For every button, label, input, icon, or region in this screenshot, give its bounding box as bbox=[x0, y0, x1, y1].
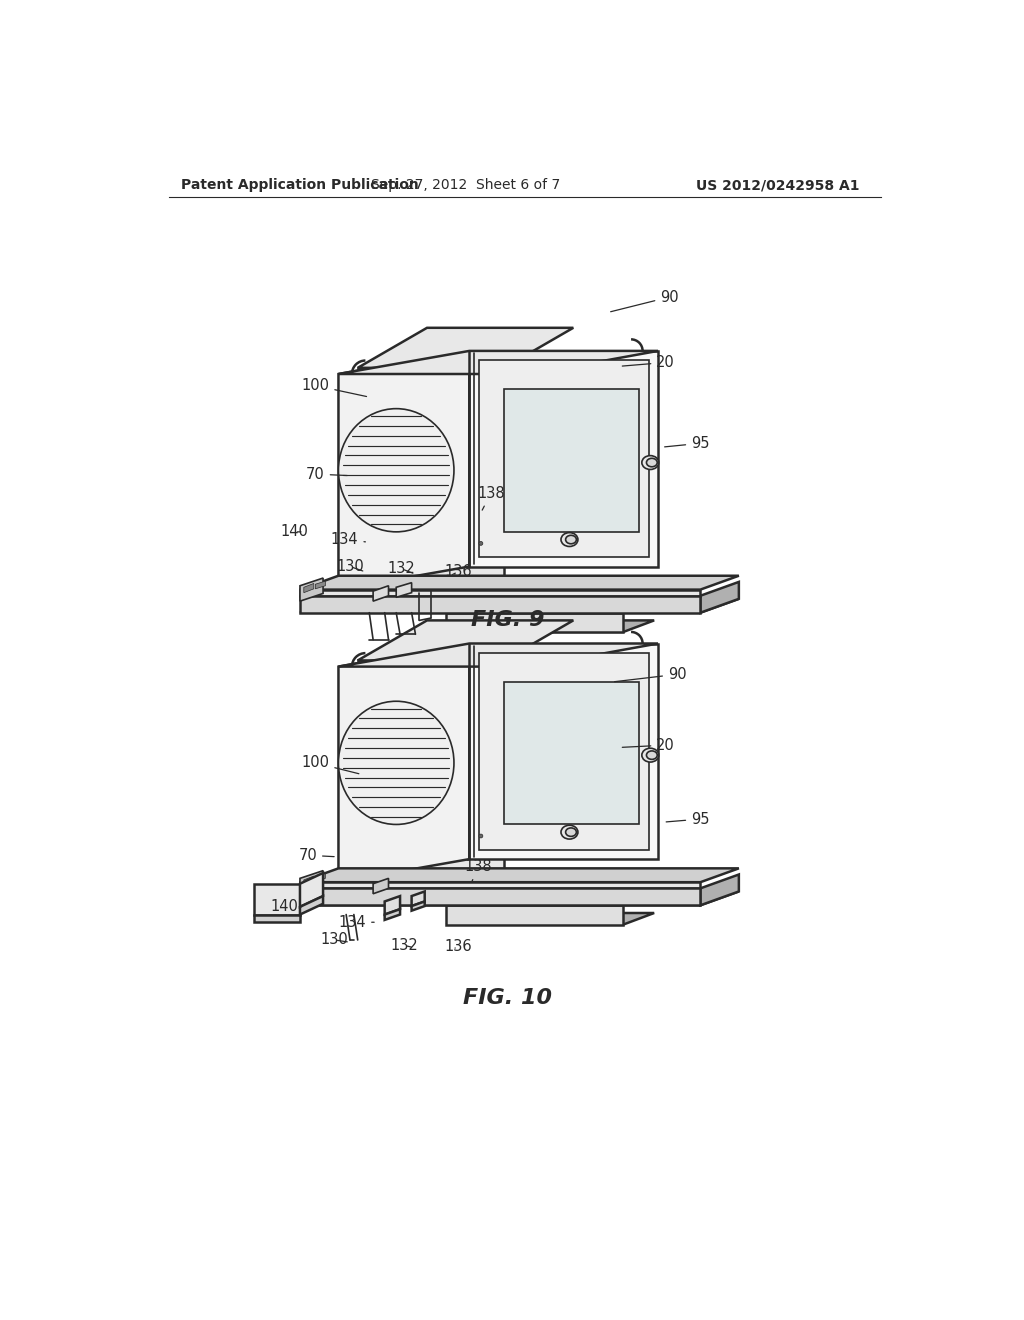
Polygon shape bbox=[504, 682, 639, 825]
Polygon shape bbox=[300, 576, 739, 590]
Ellipse shape bbox=[561, 825, 578, 840]
Text: 95: 95 bbox=[665, 436, 710, 451]
Text: 136: 136 bbox=[444, 565, 472, 579]
Polygon shape bbox=[339, 644, 469, 882]
Text: US 2012/0242958 A1: US 2012/0242958 A1 bbox=[695, 178, 859, 193]
Text: 130: 130 bbox=[336, 558, 364, 574]
Text: 100: 100 bbox=[301, 378, 367, 396]
Polygon shape bbox=[300, 871, 323, 894]
Text: 134: 134 bbox=[331, 532, 366, 546]
Polygon shape bbox=[300, 896, 323, 915]
Polygon shape bbox=[504, 389, 639, 532]
Polygon shape bbox=[254, 884, 300, 915]
Text: 70: 70 bbox=[306, 466, 347, 482]
Polygon shape bbox=[412, 891, 425, 906]
Text: Sep. 27, 2012  Sheet 6 of 7: Sep. 27, 2012 Sheet 6 of 7 bbox=[371, 178, 560, 193]
Ellipse shape bbox=[479, 834, 483, 838]
Text: 132: 132 bbox=[388, 561, 416, 577]
Polygon shape bbox=[315, 581, 326, 589]
Text: 20: 20 bbox=[623, 355, 675, 370]
Polygon shape bbox=[339, 644, 658, 667]
Text: 136: 136 bbox=[444, 940, 472, 954]
Polygon shape bbox=[700, 875, 739, 906]
Text: 100: 100 bbox=[301, 755, 358, 774]
Polygon shape bbox=[478, 653, 649, 850]
Polygon shape bbox=[412, 902, 425, 911]
Text: 138: 138 bbox=[465, 859, 493, 882]
Text: 90: 90 bbox=[614, 667, 686, 682]
Polygon shape bbox=[300, 891, 739, 906]
Polygon shape bbox=[300, 578, 323, 601]
Text: FIG. 9: FIG. 9 bbox=[471, 610, 545, 631]
Ellipse shape bbox=[646, 458, 657, 467]
Polygon shape bbox=[469, 644, 658, 859]
Polygon shape bbox=[446, 612, 624, 632]
Text: Patent Application Publication: Patent Application Publication bbox=[180, 178, 419, 193]
Ellipse shape bbox=[646, 751, 657, 759]
Text: 130: 130 bbox=[321, 932, 348, 948]
Polygon shape bbox=[304, 583, 313, 593]
Ellipse shape bbox=[339, 701, 454, 825]
Polygon shape bbox=[373, 586, 388, 601]
Polygon shape bbox=[300, 590, 700, 595]
Text: 138: 138 bbox=[477, 486, 505, 510]
Ellipse shape bbox=[479, 541, 483, 545]
Polygon shape bbox=[304, 876, 313, 886]
Polygon shape bbox=[300, 882, 700, 888]
Polygon shape bbox=[469, 351, 658, 566]
Text: 134: 134 bbox=[339, 915, 374, 929]
Ellipse shape bbox=[642, 748, 658, 762]
Polygon shape bbox=[254, 915, 300, 923]
Ellipse shape bbox=[561, 533, 578, 546]
Polygon shape bbox=[446, 913, 654, 924]
Polygon shape bbox=[300, 869, 739, 882]
Polygon shape bbox=[385, 896, 400, 915]
Polygon shape bbox=[300, 595, 700, 612]
Text: FIG. 10: FIG. 10 bbox=[463, 987, 552, 1007]
Polygon shape bbox=[357, 620, 573, 660]
Polygon shape bbox=[300, 599, 739, 612]
Polygon shape bbox=[357, 660, 504, 878]
Polygon shape bbox=[315, 874, 326, 882]
Polygon shape bbox=[700, 582, 739, 612]
Polygon shape bbox=[339, 351, 469, 590]
Ellipse shape bbox=[339, 409, 454, 532]
Ellipse shape bbox=[642, 455, 658, 470]
Polygon shape bbox=[357, 368, 504, 586]
Polygon shape bbox=[300, 873, 323, 907]
Polygon shape bbox=[446, 620, 654, 632]
Text: 70: 70 bbox=[298, 847, 334, 863]
Text: 90: 90 bbox=[610, 289, 679, 312]
Polygon shape bbox=[396, 582, 412, 598]
Ellipse shape bbox=[565, 828, 577, 837]
Polygon shape bbox=[446, 906, 624, 924]
Text: 132: 132 bbox=[390, 937, 418, 953]
Polygon shape bbox=[339, 351, 658, 374]
Text: 20: 20 bbox=[623, 738, 675, 752]
Ellipse shape bbox=[565, 536, 577, 544]
Polygon shape bbox=[373, 878, 388, 894]
Polygon shape bbox=[357, 327, 573, 368]
Polygon shape bbox=[478, 360, 649, 557]
Text: 140: 140 bbox=[270, 899, 301, 915]
Polygon shape bbox=[300, 888, 700, 906]
Text: 140: 140 bbox=[281, 524, 308, 540]
Polygon shape bbox=[385, 909, 400, 920]
Text: 95: 95 bbox=[667, 812, 710, 826]
